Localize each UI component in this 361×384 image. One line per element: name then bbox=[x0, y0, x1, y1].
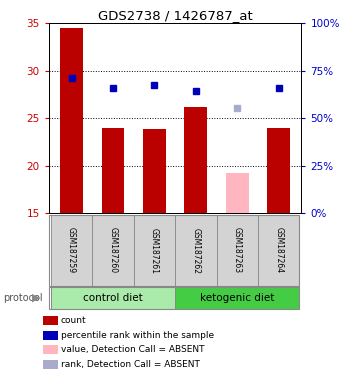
Text: count: count bbox=[61, 316, 86, 325]
Text: GSM187264: GSM187264 bbox=[274, 227, 283, 274]
Text: protocol: protocol bbox=[4, 293, 43, 303]
Bar bbox=[101, 127, 124, 213]
Text: GSM187262: GSM187262 bbox=[191, 228, 200, 273]
Text: ketogenic diet: ketogenic diet bbox=[200, 293, 274, 303]
Bar bbox=[51, 215, 92, 286]
Text: GSM187260: GSM187260 bbox=[108, 227, 117, 274]
Bar bbox=[60, 28, 83, 213]
Bar bbox=[217, 215, 258, 286]
Bar bbox=[258, 215, 299, 286]
Text: ▶: ▶ bbox=[32, 293, 40, 303]
Bar bbox=[267, 127, 290, 213]
Bar bbox=[143, 129, 166, 213]
Text: GSM187263: GSM187263 bbox=[233, 227, 242, 274]
Bar bbox=[92, 215, 134, 286]
Text: control diet: control diet bbox=[83, 293, 143, 303]
Title: GDS2738 / 1426787_at: GDS2738 / 1426787_at bbox=[98, 9, 252, 22]
Text: GSM187261: GSM187261 bbox=[150, 228, 159, 273]
Bar bbox=[175, 287, 299, 309]
Text: percentile rank within the sample: percentile rank within the sample bbox=[61, 331, 214, 340]
Bar bbox=[184, 107, 207, 213]
Bar bbox=[175, 215, 217, 286]
Bar bbox=[134, 215, 175, 286]
Text: value, Detection Call = ABSENT: value, Detection Call = ABSENT bbox=[61, 345, 204, 354]
Bar bbox=[226, 173, 249, 213]
Text: rank, Detection Call = ABSENT: rank, Detection Call = ABSENT bbox=[61, 360, 200, 369]
Text: GSM187259: GSM187259 bbox=[67, 227, 76, 274]
Bar bbox=[51, 287, 175, 309]
